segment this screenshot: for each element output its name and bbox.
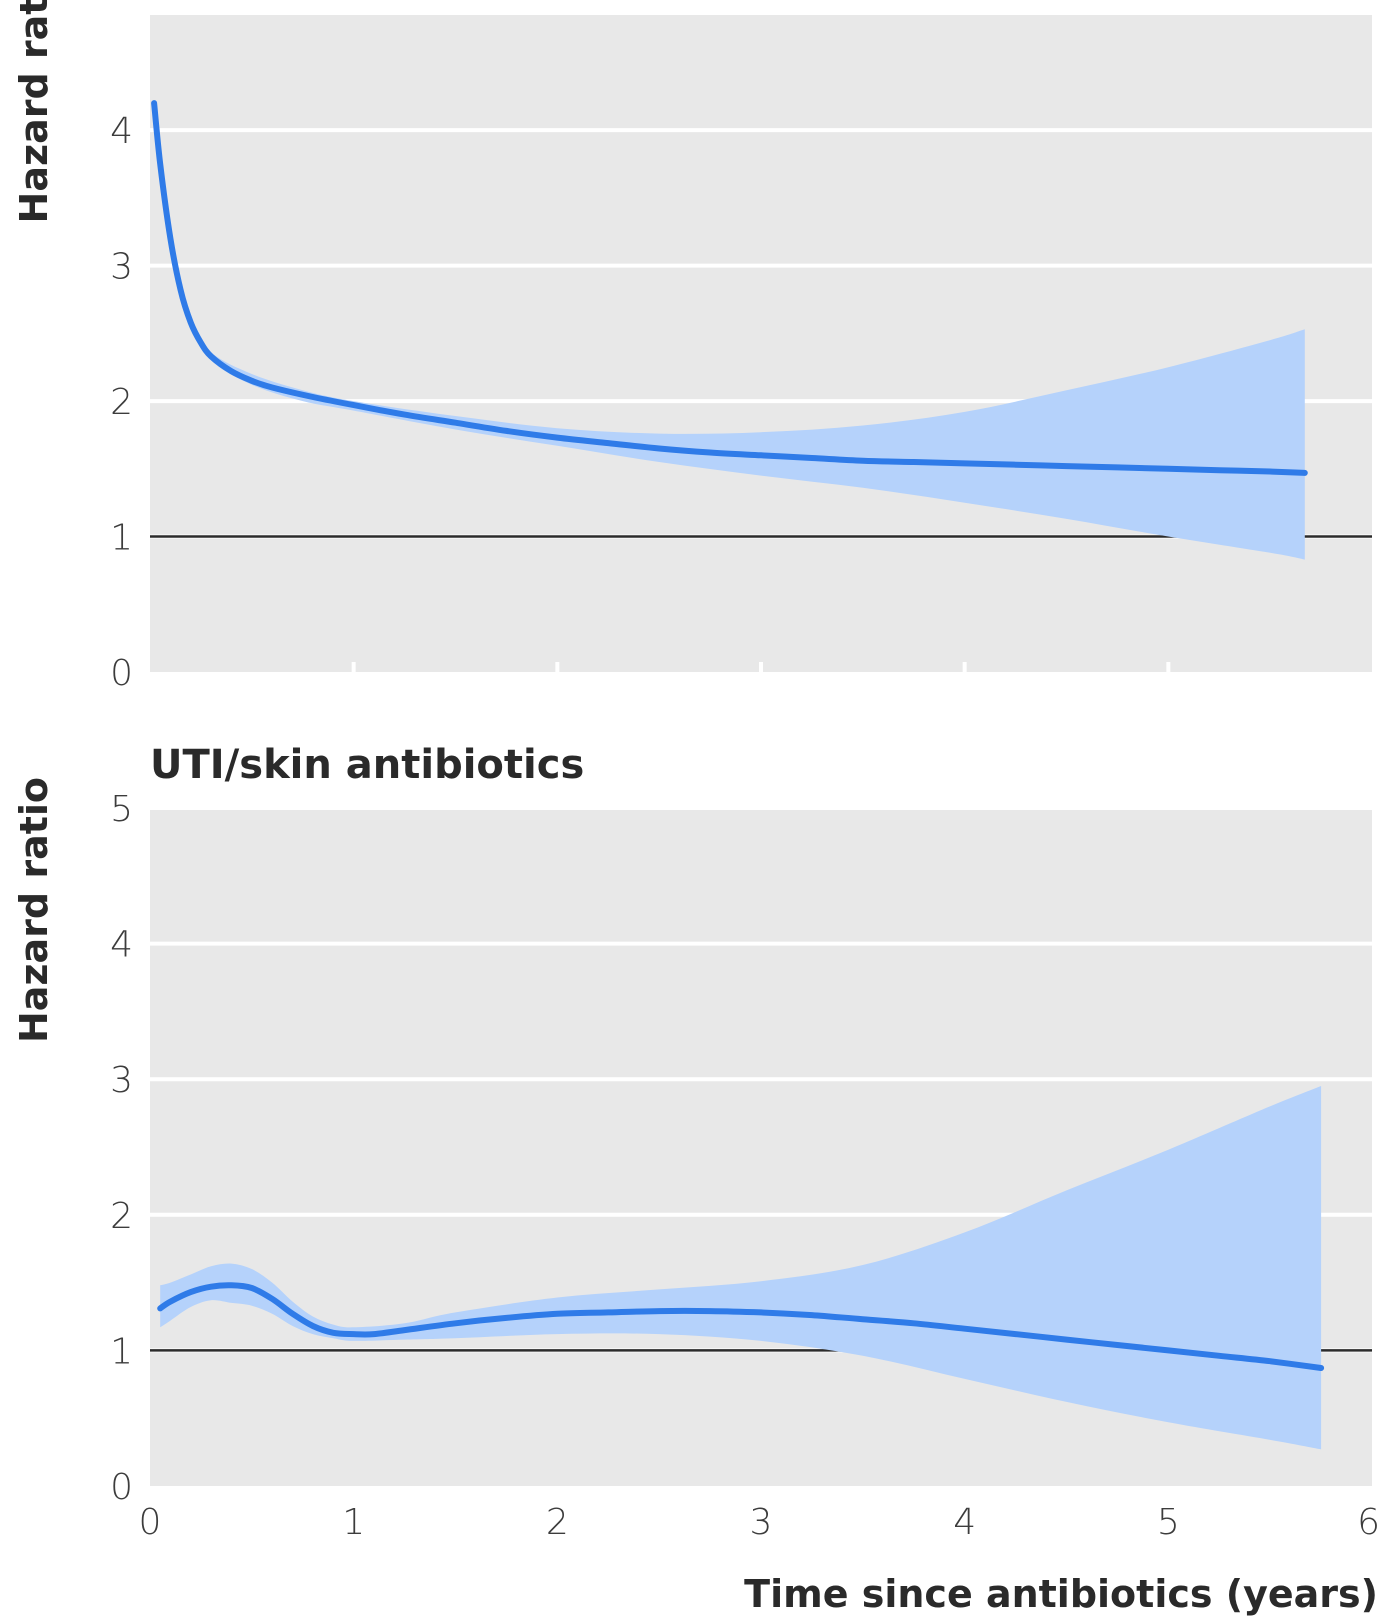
y-tick-label: 3 [110,247,133,288]
y-tick-label: 2 [110,1196,133,1237]
x-tick-label: 1 [342,1502,365,1543]
x-tick-label: 4 [953,1502,976,1543]
y-tick-label: 5 [110,789,133,830]
y-tick-label: 2 [110,382,133,423]
y-tick-labels: 0 1 2 3 4 [110,111,133,694]
confidence-band [190,319,1305,560]
panel-bottom: UTI/skin antibiotics 0 1 2 3 4 5 0 1 2 3 4 5 6 Haza… [12,742,1380,1616]
y-tick-label: 1 [110,518,133,559]
y-axis-title: Hazard rat [12,0,56,223]
x-tick-label: 5 [1157,1502,1180,1543]
panel-top: 0 1 2 3 4 Hazard rat [12,0,1372,694]
y-axis-title: Hazard ratio [12,777,56,1043]
hazard-ratio-line [157,1282,1325,1371]
y-tick-label: 0 [110,1467,133,1508]
y-tick-label: 1 [110,1331,133,1372]
hazard-ratio-line [151,100,1308,476]
x-tick-labels: 0 1 2 3 4 5 6 [139,1502,1380,1543]
plot-background [150,15,1372,672]
x-tick-label: 2 [546,1502,569,1543]
x-tick-label: 3 [750,1502,773,1543]
x-tick-label: 6 [1357,1502,1380,1543]
panel-title: UTI/skin antibiotics [150,742,584,788]
y-tick-labels: 0 1 2 3 4 5 [110,789,133,1508]
y-tick-label: 4 [110,925,133,966]
y-tick-label: 4 [110,111,133,152]
x-tick-labels [351,662,1171,672]
confidence-band [160,1086,1322,1450]
y-tick-label: 0 [110,653,133,694]
y-tick-label: 3 [110,1060,133,1101]
x-tick-label: 0 [139,1502,162,1543]
x-axis-title: Time since antibiotics (years) [744,1572,1378,1616]
